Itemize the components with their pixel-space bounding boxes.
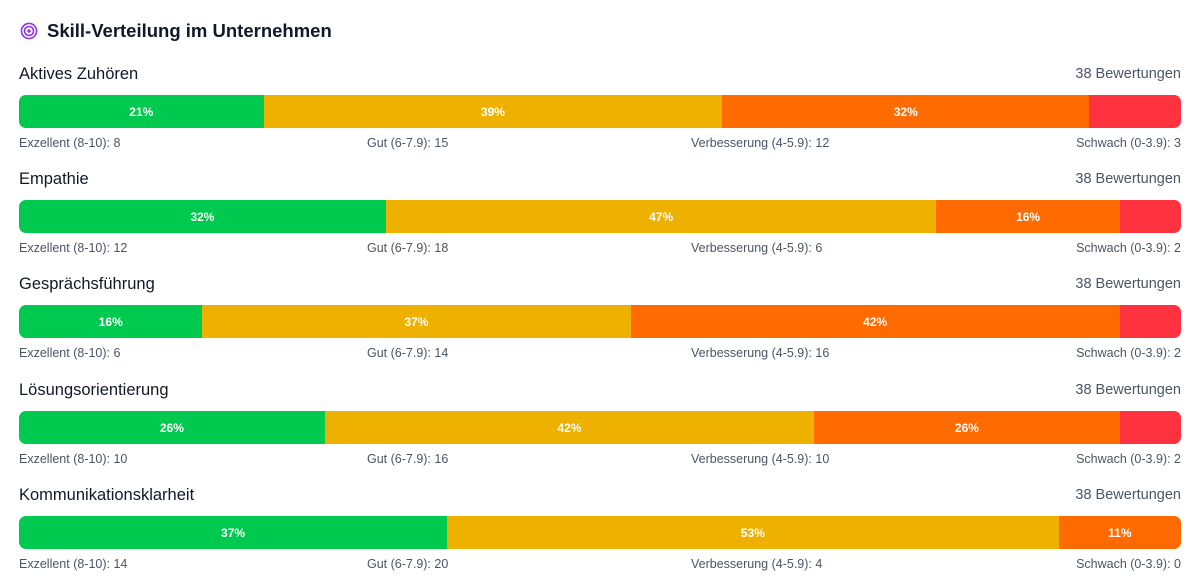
legend-improve: Verbesserung (4-5.9): 12 <box>691 136 830 150</box>
skill-row: Lösungsorientierung 38 Bewertungen 26% 42% 2… <box>19 379 1181 468</box>
skill-row: Gesprächsführung 38 Bewertungen 16% 37% 42% E… <box>19 273 1181 362</box>
bar-segment-weak[interactable] <box>1089 95 1181 128</box>
bar-segment-excellent[interactable]: 37% <box>19 516 448 549</box>
legend-weak: Schwach (0-3.9): 3 <box>1076 136 1181 150</box>
stacked-bar: 37% 53% 11% <box>19 516 1181 549</box>
legend-weak: Schwach (0-3.9): 0 <box>1076 557 1181 571</box>
rating-count: 38 Bewertungen <box>1075 66 1181 82</box>
bar-segment-excellent[interactable]: 26% <box>19 411 325 444</box>
legend-weak: Schwach (0-3.9): 2 <box>1076 346 1181 360</box>
bar-segment-improve[interactable]: 16% <box>936 200 1120 233</box>
legend-excellent: Exzellent (8-10): 10 <box>19 452 128 466</box>
legend-good: Gut (6-7.9): 18 <box>367 241 449 255</box>
bar-segment-good[interactable]: 37% <box>202 305 631 338</box>
bar-segment-excellent[interactable]: 16% <box>19 305 203 338</box>
legend-excellent: Exzellent (8-10): 12 <box>19 241 128 255</box>
skill-name: Empathie <box>19 169 89 188</box>
chart-title: Skill-Verteilung im Unternehmen <box>47 20 332 41</box>
bar-segment-good[interactable]: 53% <box>447 516 1059 549</box>
bar-segment-weak[interactable] <box>1119 200 1181 233</box>
chart-header: Skill-Verteilung im Unternehmen <box>20 18 332 44</box>
skill-header: Kommunikationsklarheit 38 Bewertungen <box>19 484 1181 506</box>
skill-header: Gesprächsführung 38 Bewertungen <box>19 273 1181 295</box>
rating-count: 38 Bewertungen <box>1075 276 1181 292</box>
legend-weak: Schwach (0-3.9): 2 <box>1076 241 1181 255</box>
legend-improve: Verbesserung (4-5.9): 6 <box>691 241 823 255</box>
legend-improve: Verbesserung (4-5.9): 4 <box>691 557 823 571</box>
skill-name: Gesprächsführung <box>19 274 155 293</box>
segment-legend: Exzellent (8-10): 10 Gut (6-7.9): 16 Verbe… <box>19 452 1181 468</box>
legend-good: Gut (6-7.9): 14 <box>367 346 449 360</box>
skill-name: Kommunikationsklarheit <box>19 485 195 504</box>
bar-segment-good[interactable]: 39% <box>263 95 723 128</box>
bar-segment-improve[interactable]: 32% <box>722 95 1090 128</box>
skill-row: Aktives Zuhören 38 Bewertungen 21% 39% 32% Ex… <box>19 63 1181 152</box>
legend-good: Gut (6-7.9): 15 <box>367 136 449 150</box>
rating-count: 38 Bewertungen <box>1075 382 1181 398</box>
target-icon <box>20 22 38 40</box>
bar-segment-excellent[interactable]: 21% <box>19 95 264 128</box>
segment-legend: Exzellent (8-10): 8 Gut (6-7.9): 15 Verbes… <box>19 136 1181 152</box>
legend-good: Gut (6-7.9): 16 <box>367 452 449 466</box>
bar-segment-improve[interactable]: 42% <box>630 305 1120 338</box>
skill-name: Aktives Zuhören <box>19 64 139 83</box>
bar-segment-improve[interactable]: 11% <box>1058 516 1181 549</box>
stacked-bar: 26% 42% 26% <box>19 411 1181 444</box>
bar-segment-improve[interactable]: 26% <box>814 411 1120 444</box>
legend-excellent: Exzellent (8-10): 14 <box>19 557 128 571</box>
bar-segment-excellent[interactable]: 32% <box>19 200 386 233</box>
stacked-bar: 32% 47% 16% <box>19 200 1181 233</box>
skill-header: Lösungsorientierung 38 Bewertungen <box>19 379 1181 401</box>
segment-legend: Exzellent (8-10): 12 Gut (6-7.9): 18 Verbe… <box>19 241 1181 257</box>
skill-row: Kommunikationsklarheit 38 Bewertungen 37% 5… <box>19 484 1181 573</box>
bar-segment-weak[interactable] <box>1119 411 1181 444</box>
skill-row: Empathie 38 Bewertungen 32% 47% 16% Exzellent… <box>19 168 1181 257</box>
legend-weak: Schwach (0-3.9): 2 <box>1076 452 1181 466</box>
stacked-bar: 21% 39% 32% <box>19 95 1181 128</box>
legend-excellent: Exzellent (8-10): 6 <box>19 346 121 360</box>
bar-segment-good[interactable]: 42% <box>324 411 815 444</box>
bar-segment-good[interactable]: 47% <box>385 200 937 233</box>
rating-count: 38 Bewertungen <box>1075 171 1181 187</box>
legend-improve: Verbesserung (4-5.9): 16 <box>691 346 830 360</box>
segment-legend: Exzellent (8-10): 6 Gut (6-7.9): 14 Verbes… <box>19 346 1181 362</box>
segment-legend: Exzellent (8-10): 14 Gut (6-7.9): 20 Verbe… <box>19 557 1181 573</box>
skill-name: Lösungsorientierung <box>19 380 169 399</box>
skill-header: Empathie 38 Bewertungen <box>19 168 1181 190</box>
legend-excellent: Exzellent (8-10): 8 <box>19 136 121 150</box>
stacked-bar: 16% 37% 42% <box>19 305 1181 338</box>
bar-segment-weak[interactable] <box>1119 305 1181 338</box>
legend-improve: Verbesserung (4-5.9): 10 <box>691 452 830 466</box>
rating-count: 38 Bewertungen <box>1075 487 1181 503</box>
legend-good: Gut (6-7.9): 20 <box>367 557 449 571</box>
skill-header: Aktives Zuhören 38 Bewertungen <box>19 63 1181 85</box>
